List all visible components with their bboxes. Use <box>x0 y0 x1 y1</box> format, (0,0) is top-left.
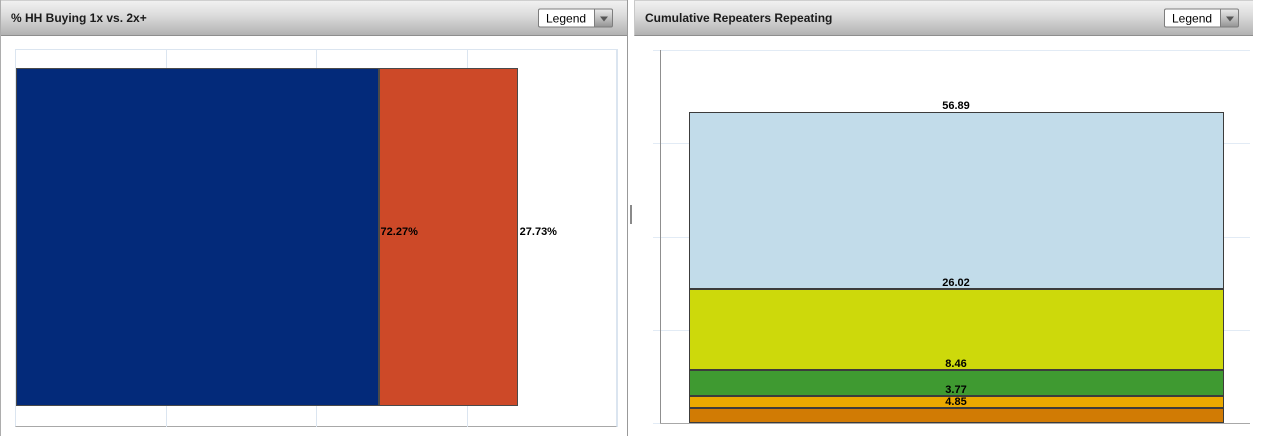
legend-combobox[interactable]: Legend <box>538 8 613 28</box>
data-label: 27.73% <box>519 226 557 238</box>
chevron-down-icon[interactable] <box>594 8 613 28</box>
data-label: 56.89 <box>942 100 970 112</box>
page-title: % HH Buying 1x vs. 2x+ <box>11 11 147 25</box>
panel-cumulative-repeaters: 56.89 26.02 8.46 3.77 4.85 Cumulative Repeat… <box>634 0 1253 436</box>
data-label: 26.02 <box>942 277 970 289</box>
gridline <box>653 50 1250 51</box>
panel-header: % HH Buying 1x vs. 2x+ Legend <box>1 0 627 36</box>
data-label: 72.27% <box>380 226 418 238</box>
legend-combobox[interactable]: Legend <box>1164 8 1239 28</box>
panel-hh-buying: 72.27% 27.73% % HH Buying 1x vs. 2x+ Lege… <box>0 0 628 436</box>
x-axis-line <box>660 423 1250 424</box>
bar-segment-1[interactable] <box>378 68 518 406</box>
page-title: Cumulative Repeaters Repeating <box>645 11 833 25</box>
data-label: 8.46 <box>945 358 967 370</box>
hh-buying-chart: 72.27% 27.73% <box>1 0 627 436</box>
data-label: 3.77 <box>945 384 967 396</box>
gridline <box>617 49 618 427</box>
column-segment-1[interactable] <box>689 289 1224 370</box>
column-segment-3[interactable] <box>689 396 1224 408</box>
column-segment-0[interactable] <box>689 112 1224 289</box>
panel-header: Cumulative Repeaters Repeating Legend <box>634 0 1253 36</box>
panel-splitter-handle[interactable] <box>630 205 632 224</box>
bar-segment-0[interactable] <box>16 68 379 406</box>
chevron-down-icon[interactable] <box>1220 8 1239 28</box>
column-segment-4[interactable] <box>689 408 1224 423</box>
column-segment-2[interactable] <box>689 370 1224 396</box>
data-label: 4.85 <box>945 396 967 408</box>
legend-combobox-value[interactable]: Legend <box>538 8 594 28</box>
y-axis-line <box>660 50 661 423</box>
legend-combobox-value[interactable]: Legend <box>1164 8 1220 28</box>
cumulative-repeaters-chart: 56.89 26.02 8.46 3.77 4.85 <box>634 0 1253 436</box>
